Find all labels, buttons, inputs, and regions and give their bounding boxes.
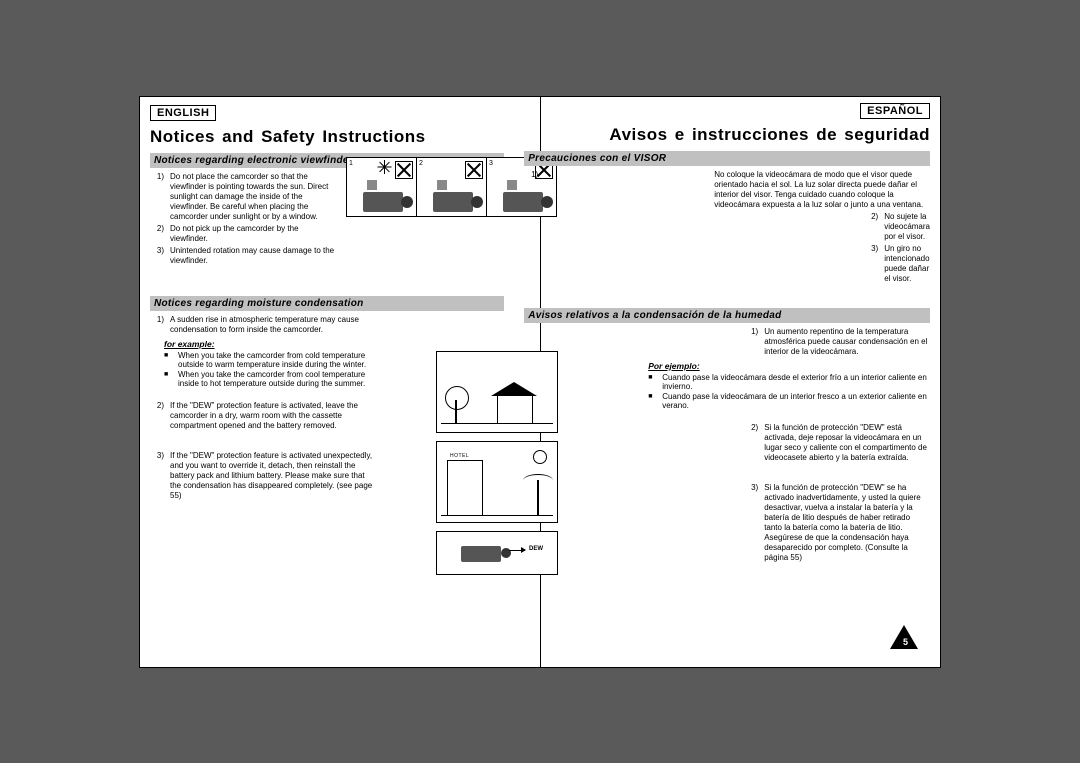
icon-box-1: 1: [346, 157, 417, 217]
num: 2): [150, 224, 164, 244]
text: No coloque la videocámara de modo que el…: [544, 170, 930, 210]
icon-box-2: 2: [416, 157, 487, 217]
num: 2): [524, 212, 878, 242]
text: Un giro no intencionado puede dañar el v…: [884, 244, 930, 284]
example-label-en: for example:: [164, 339, 504, 349]
right-column: ESPAÑOL Avisos e instrucciones de seguri…: [514, 97, 940, 667]
left-column: ENGLISH Notices and Safety Instructions …: [140, 97, 514, 667]
text: Si la función de protección "DEW" se ha …: [764, 483, 930, 563]
sec2-heading-es: Avisos relativos a la condensación de la…: [524, 308, 930, 323]
text: Si la función de protección "DEW" está a…: [764, 423, 930, 463]
num: 1): [150, 172, 164, 222]
num: 3): [524, 483, 758, 563]
num: 2): [524, 423, 758, 463]
lang-badge-es: ESPAÑOL: [860, 103, 930, 119]
num: 1): [150, 315, 164, 335]
sec1-list-es: 1)No coloque la videocámara de modo que …: [524, 170, 930, 284]
icon-num: 3: [489, 160, 493, 167]
cross-icon: [465, 161, 483, 179]
page-number: 5: [903, 637, 908, 647]
cross-icon: [395, 161, 413, 179]
bullet-text: Cuando pase la videocámara desde el exte…: [662, 373, 930, 391]
bullet-icon: ■: [164, 351, 172, 369]
icon-num: 1: [349, 160, 353, 167]
bullet-icon: ■: [648, 392, 656, 410]
sec2-heading-en: Notices regarding moisture condensation: [150, 296, 504, 311]
text: Un aumento repentino de la temperatura a…: [764, 327, 930, 357]
bullet-text: Cuando pase la videocámara de un interio…: [662, 392, 930, 410]
camcorder-icon: [353, 180, 409, 212]
num: 2): [150, 401, 164, 431]
num: 3): [150, 451, 164, 501]
icon-num: 2: [419, 160, 423, 167]
camcorder-icon: [423, 180, 479, 212]
example-label-es: Por ejemplo:: [648, 361, 930, 371]
manual-page: ENGLISH Notices and Safety Instructions …: [140, 97, 940, 667]
num: 1): [524, 327, 758, 357]
text: Do not pick up the camcorder by the view…: [170, 224, 504, 244]
lang-badge-en: ENGLISH: [150, 105, 216, 121]
text: No sujete la videocámara por el visor.: [884, 212, 930, 242]
num: 1): [524, 170, 538, 210]
sun-icon: [378, 160, 392, 174]
bullet-icon: ■: [648, 373, 656, 391]
text: A sudden rise in atmospheric temperature…: [170, 315, 504, 335]
num: 3): [524, 244, 878, 284]
text: Unintended rotation may cause damage to …: [170, 246, 504, 266]
num: 3): [150, 246, 164, 266]
bullet-icon: ■: [164, 370, 172, 388]
sec2-list-en: 1) A sudden rise in atmospheric temperatu…: [150, 315, 504, 335]
sec1-heading-es: Precauciones con el VISOR: [524, 151, 930, 166]
title-en: Notices and Safety Instructions: [150, 127, 504, 147]
title-es: Avisos e instrucciones de seguridad: [524, 125, 930, 145]
